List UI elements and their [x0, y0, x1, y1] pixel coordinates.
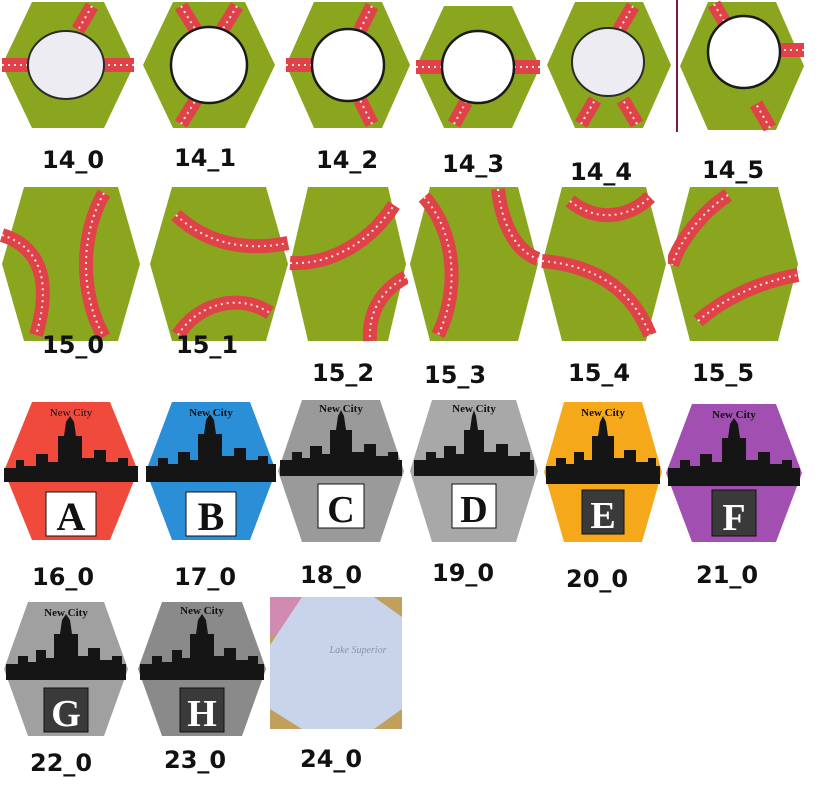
tile-14-2[interactable] [284, 0, 412, 130]
tile-label: 14_1 [174, 144, 237, 172]
tile-14-5[interactable] [676, 0, 806, 132]
city-name-text: New City [452, 403, 496, 415]
tile-14-3[interactable] [414, 4, 542, 130]
city-letter: A [57, 494, 86, 539]
tile-label: 19_0 [432, 559, 495, 587]
city-name-text: New City [50, 407, 93, 419]
city-name-text: New City [712, 409, 756, 421]
tile-18-0[interactable]: New City C [276, 398, 406, 544]
tile-label: 24_0 [300, 745, 363, 773]
city-name-text: New City [319, 403, 363, 415]
city-name-text: New City [189, 407, 233, 419]
tile-label: 15_3 [424, 361, 487, 389]
tile-label: 21_0 [696, 561, 759, 589]
tile-20-0[interactable]: New City E [542, 400, 664, 544]
tile-15-1[interactable] [148, 185, 290, 343]
tile-14-1[interactable] [141, 0, 277, 130]
tile-15-0[interactable] [0, 185, 142, 343]
city-letter: G [51, 693, 81, 735]
tile-24-0[interactable]: Lake Superior [270, 597, 402, 729]
tile-14-4[interactable] [545, 0, 673, 130]
city-letter: E [590, 495, 615, 537]
city-name-text: New City [180, 605, 224, 617]
tile-label: 14_0 [42, 146, 105, 174]
tile-21-0[interactable]: New City F [664, 402, 804, 544]
tile-label: 15_4 [568, 359, 631, 387]
tile-23-0[interactable]: New City H [136, 600, 268, 738]
tile-label: 15_1 [176, 331, 239, 359]
tile-label: 15_5 [692, 359, 755, 387]
tile-19-0[interactable]: New City D [408, 398, 540, 544]
tile-15-5[interactable] [668, 185, 800, 343]
city-name-text: New City [44, 607, 88, 619]
tile-15-3[interactable] [408, 185, 540, 343]
city-letter: D [460, 489, 487, 531]
tile-22-0[interactable]: New City G [2, 600, 130, 738]
tile-label: 15_0 [42, 331, 105, 359]
city-name-text: New City [581, 407, 625, 419]
tile-label: 17_0 [174, 563, 237, 591]
tile-15-2[interactable] [288, 185, 408, 343]
tile-label: 16_0 [32, 563, 95, 591]
tile-label: 23_0 [164, 746, 227, 774]
tile-label: 15_2 [312, 359, 375, 387]
city-letter: F [722, 497, 745, 539]
tile-15-4[interactable] [540, 185, 668, 343]
tile-label: 14_2 [316, 146, 379, 174]
tile-16-0[interactable]: New City A [2, 400, 140, 542]
city-letter: H [187, 693, 217, 735]
city-letter: C [327, 489, 354, 531]
tile-label: 18_0 [300, 561, 363, 589]
tile-label: 14_4 [570, 158, 633, 186]
tile-label: 22_0 [30, 749, 93, 777]
tile-17-0[interactable]: New City B [144, 400, 278, 542]
tile-label: 14_3 [442, 150, 505, 178]
tile-label: 14_5 [702, 156, 765, 184]
tile-14-0[interactable] [0, 0, 136, 130]
tile-label: 20_0 [566, 565, 629, 593]
city-letter: B [198, 494, 225, 539]
lake-name-text: Lake Superior [329, 645, 387, 656]
